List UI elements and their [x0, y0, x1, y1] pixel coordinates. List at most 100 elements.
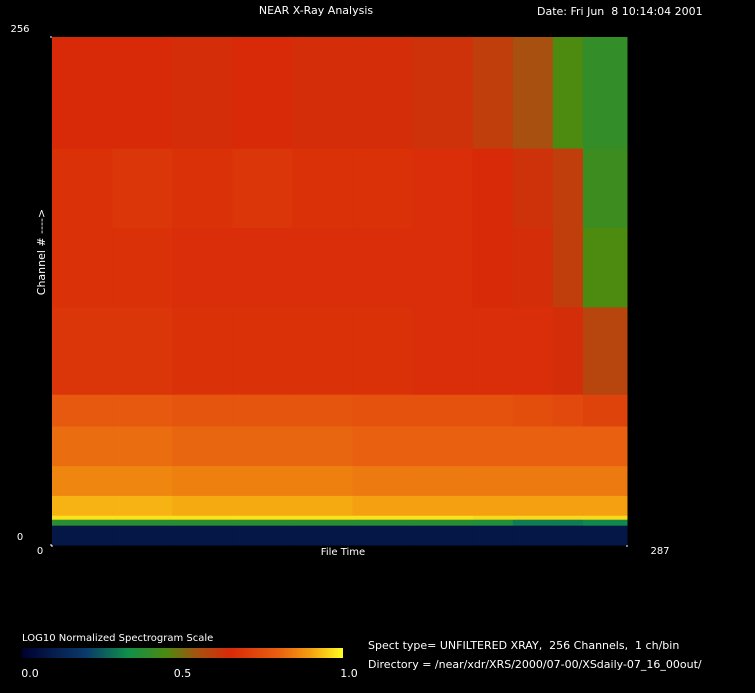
heatmap-cell	[352, 37, 414, 149]
heatmap-cell	[112, 227, 173, 308]
heatmap-cell	[582, 37, 628, 149]
heatmap-cell	[512, 306, 554, 395]
heatmap-cell	[112, 148, 173, 228]
x-tick-label: 287	[650, 546, 669, 557]
heatmap-cell	[582, 495, 628, 516]
heatmap-cell	[472, 519, 514, 526]
heatmap-cell	[232, 227, 293, 308]
heatmap-cell	[412, 495, 474, 516]
info-line: Directory = /near/xdr/XRS/2000/07-00/XSd…	[368, 658, 702, 671]
heatmap-cell	[472, 394, 514, 427]
heatmap-cell	[512, 148, 554, 228]
heatmap-cell	[172, 525, 233, 546]
heatmap-cell	[512, 227, 554, 308]
heatmap-cell	[112, 519, 173, 526]
heatmap-cell	[172, 37, 233, 149]
heatmap-cell	[512, 519, 554, 526]
heatmap-cell	[582, 227, 628, 308]
chart-title: NEAR X-Ray Analysis	[259, 4, 374, 17]
heatmap-cell	[52, 525, 113, 546]
heatmap-cell	[352, 525, 414, 546]
heatmap-cell	[472, 515, 514, 520]
heatmap-cell	[52, 148, 113, 228]
heatmap-cell	[52, 495, 113, 516]
heatmap-cell	[52, 465, 113, 496]
heatmap-cell	[52, 515, 113, 520]
heatmap-cell	[582, 525, 628, 546]
heatmap-cell	[472, 227, 514, 308]
heatmap-cell	[512, 425, 554, 467]
heatmap-cell	[232, 465, 293, 496]
heatmap-cell	[172, 227, 233, 308]
y-tick-label: 0	[17, 532, 23, 543]
heatmap-cell	[412, 148, 474, 228]
heatmap-cell	[292, 37, 354, 149]
colorbar-tick-label: 0.0	[21, 667, 39, 680]
heatmap-cell	[512, 495, 554, 516]
heatmap-cell	[582, 394, 628, 427]
heatmap-cell	[292, 495, 354, 516]
heatmap-cell	[412, 515, 474, 520]
colorbar	[22, 648, 343, 658]
heatmap-cell	[512, 394, 554, 427]
heatmap-cell	[472, 525, 514, 546]
heatmap-cell	[352, 227, 414, 308]
heatmap-cell	[292, 306, 354, 395]
heatmap-cell	[552, 37, 584, 149]
heatmap-cell	[512, 515, 554, 520]
heatmap-cell	[552, 465, 584, 496]
heatmap-cell	[552, 227, 584, 308]
heatmap-cell	[552, 519, 584, 526]
heatmap-cell	[232, 425, 293, 467]
x-tick-label: 0	[37, 546, 43, 557]
heatmap-cell	[172, 465, 233, 496]
heatmap-cell	[582, 306, 628, 395]
heatmap-cell	[472, 148, 514, 228]
heatmap-cell	[412, 519, 474, 526]
heatmap-cell	[172, 148, 233, 228]
heatmap-cell	[52, 394, 113, 427]
heatmap-cell	[412, 394, 474, 427]
heatmap-cell	[352, 519, 414, 526]
colorbar-tick-label: 1.0	[340, 667, 358, 680]
heatmap-cell	[232, 37, 293, 149]
heatmap-cell	[352, 515, 414, 520]
heatmap-cell	[292, 525, 354, 546]
heatmap-cell	[112, 515, 173, 520]
heatmap-cell	[352, 394, 414, 427]
heatmap-cell	[412, 227, 474, 308]
heatmap-cell	[352, 465, 414, 496]
heatmap-cell	[292, 394, 354, 427]
heatmap-cell	[292, 148, 354, 228]
info-line: Spect type= UNFILTERED XRAY, 256 Channel…	[368, 639, 679, 652]
heatmap-cell	[582, 425, 628, 467]
heatmap-cell	[232, 148, 293, 228]
heatmap-cell	[52, 519, 113, 526]
heatmap-cell	[352, 306, 414, 395]
heatmap-cell	[52, 425, 113, 467]
heatmap-cell	[232, 515, 293, 520]
heatmap-cell	[292, 227, 354, 308]
heatmap-cell	[552, 495, 584, 516]
heatmap-cell	[172, 425, 233, 467]
heatmap-cell	[52, 227, 113, 308]
colorbar-title: LOG10 Normalized Spectrogram Scale	[22, 633, 213, 644]
heatmap-cell	[172, 519, 233, 526]
heatmap-cell	[112, 425, 173, 467]
heatmap-cell	[112, 495, 173, 516]
heatmap-cell	[582, 515, 628, 520]
heatmap-cell	[232, 495, 293, 516]
heatmap-cell	[112, 525, 173, 546]
heatmap-cell	[472, 495, 514, 516]
heatmap-cell	[52, 37, 113, 149]
heatmap-cell	[112, 394, 173, 427]
heatmap-cell	[292, 515, 354, 520]
colorbar-tick-label: 0.5	[174, 667, 192, 680]
heatmap-cell	[512, 465, 554, 496]
heatmap-cell	[552, 525, 584, 546]
heatmap-cell	[292, 425, 354, 467]
heatmap-cell	[552, 306, 584, 395]
y-axis-label: Channel # ---->	[35, 209, 48, 295]
heatmap-cell	[582, 519, 628, 526]
